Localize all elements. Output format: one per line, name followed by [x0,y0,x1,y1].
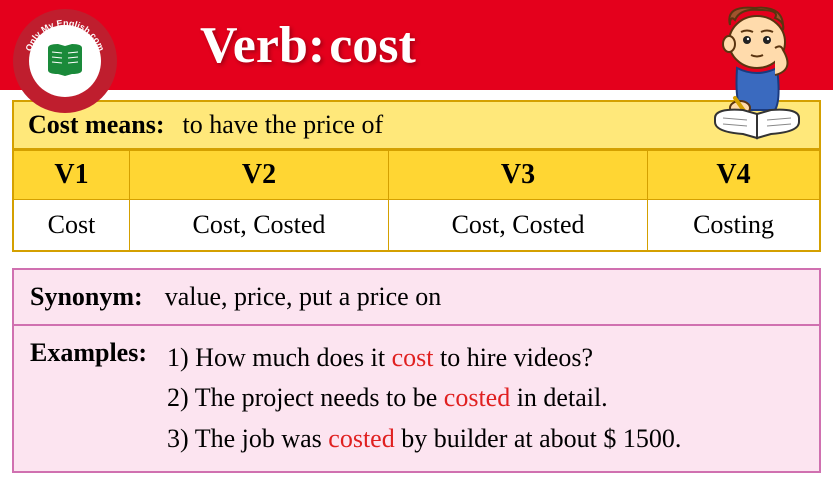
means-text: to have the price of [183,110,384,140]
highlight-word: costed [328,424,394,453]
logo-svg: Only My English.com Grammar [10,6,120,116]
col-v4: V4 [648,151,820,200]
examples-list: 1) How much does it cost to hire videos?… [167,338,681,459]
example-3: 3) The job was costed by builder at abou… [167,419,681,459]
synonym-text: value, price, put a price on [165,282,442,312]
thinking-boy-illustration [685,0,825,150]
table-row: Cost Cost, Costed Cost, Costed Costing [13,200,820,252]
cell-v3: Cost, Costed [389,200,648,252]
example-2: 2) The project needs to be costed in det… [167,378,681,418]
book-icon [48,44,82,76]
header-label: Verb: [200,16,325,75]
verb-forms-table: V1 V2 V3 V4 Cost Cost, Costed Cost, Cost… [12,150,821,252]
cell-v1: Cost [13,200,129,252]
cell-v4: Costing [648,200,820,252]
synonym-examples-box: Synonym: value, price, put a price on Ex… [12,268,821,473]
synonym-row: Synonym: value, price, put a price on [14,270,819,326]
example-1: 1) How much does it cost to hire videos? [167,338,681,378]
logo-badge: Only My English.com Grammar [10,6,120,116]
examples-label: Examples: [30,338,147,459]
highlight-word: cost [392,343,434,372]
table-header-row: V1 V2 V3 V4 [13,151,820,200]
col-v2: V2 [129,151,388,200]
synonym-label: Synonym: [30,282,143,312]
highlight-word: costed [444,383,510,412]
examples-row: Examples: 1) How much does it cost to hi… [14,326,819,471]
header-verb: cost [329,16,416,75]
cell-v2: Cost, Costed [129,200,388,252]
col-v1: V1 [13,151,129,200]
col-v3: V3 [389,151,648,200]
